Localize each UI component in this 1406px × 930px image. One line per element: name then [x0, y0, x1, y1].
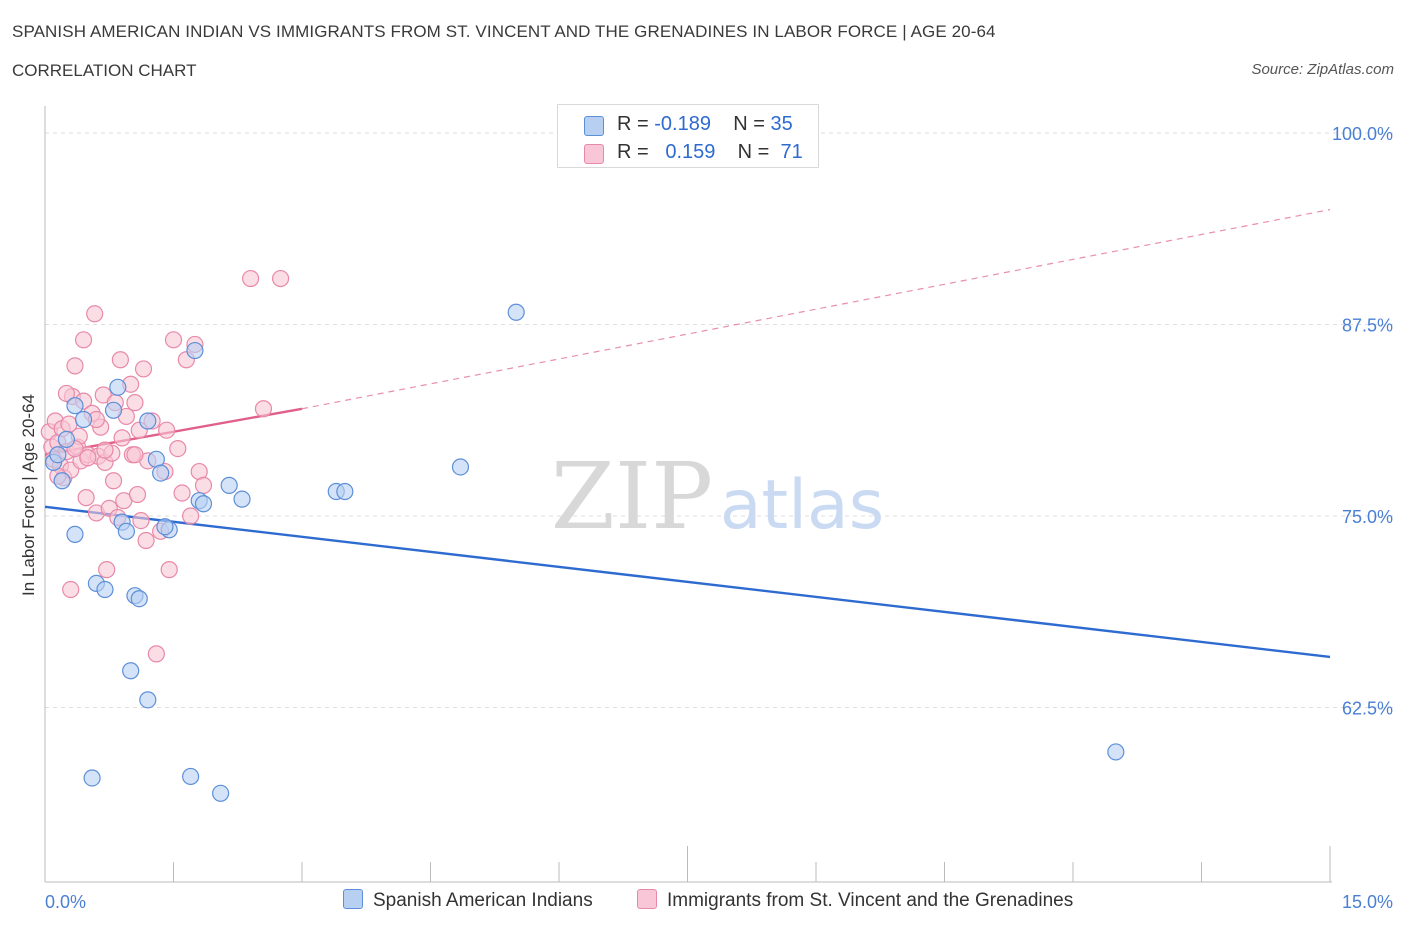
bottom-legend-blue: Spanish American Indians: [343, 889, 593, 912]
pink-point: [173, 484, 191, 502]
stats-legend: R = -0.189 N = 35 R = 0.159 N = 71: [557, 104, 819, 168]
watermark-atlas: atlas: [720, 466, 884, 545]
y-tick-label: 62.5%: [1342, 699, 1393, 719]
pink-point: [86, 305, 104, 323]
blue-point: [53, 472, 71, 490]
bottom-legend-pink: Immigrants from St. Vincent and the Gren…: [637, 889, 1073, 912]
pink-point: [158, 421, 176, 439]
watermark-zip: ZIP: [551, 443, 713, 550]
blue-trend-line: [44, 505, 1331, 659]
pink-point: [77, 489, 95, 507]
x-tick-label-min: 0.0%: [45, 892, 86, 912]
watermark: ZIP atlas: [551, 443, 884, 550]
tick-labels: 100.0% 87.5% 75.0% 62.5% 0.0% 15.0%: [45, 124, 1393, 912]
bottom-legend-swatch-pink: [637, 889, 657, 909]
pink-point: [126, 446, 144, 464]
pink-point: [96, 441, 114, 459]
blue-point: [182, 767, 200, 786]
pink-point: [74, 331, 93, 349]
blue-point: [66, 397, 84, 415]
pink-point: [62, 580, 80, 599]
pink-point: [104, 472, 123, 490]
blue-point: [104, 401, 123, 419]
axes: [44, 106, 1332, 883]
bottom-legend-blue-label: Spanish American Indians: [373, 890, 593, 911]
blue-point: [186, 341, 204, 360]
blue-point: [194, 495, 213, 513]
blue-point: [139, 691, 157, 709]
legend-pink-n: 71: [780, 141, 803, 163]
pink-point: [113, 429, 131, 447]
blue-point: [336, 482, 354, 501]
blue-point: [507, 303, 525, 321]
blue-series-points: [44, 303, 1125, 802]
blue-point: [212, 784, 230, 802]
blue-point: [66, 525, 84, 543]
chart-source: Source: ZipAtlas.com: [1251, 61, 1394, 78]
grid-lines: [45, 132, 1395, 708]
blue-point: [96, 580, 114, 599]
chart-subtitle: CORRELATION CHART: [12, 61, 197, 80]
legend-n-label: N =: [733, 113, 765, 135]
blue-point: [57, 430, 76, 448]
legend-pink-r: 0.159: [665, 141, 716, 163]
blue-point: [1107, 743, 1125, 761]
x-tick-label-max: 15.0%: [1342, 892, 1393, 912]
pink-point: [126, 394, 144, 412]
bottom-legend-swatch-blue: [343, 889, 363, 909]
pink-point: [57, 384, 76, 403]
pink-point: [79, 449, 97, 467]
trend-lines: [44, 209, 1331, 659]
bottom-legend-pink-label: Immigrants from St. Vincent and the Gren…: [667, 890, 1074, 911]
legend-r-label: R =: [617, 113, 649, 135]
blue-point: [451, 458, 470, 476]
blue-point: [233, 490, 251, 508]
pink-point: [164, 331, 183, 349]
pink-point: [160, 561, 178, 579]
blue-point: [152, 464, 170, 482]
blue-point: [122, 662, 140, 680]
pink-point: [194, 476, 213, 494]
blue-point: [74, 410, 93, 429]
pink-point: [182, 507, 200, 525]
blue-point: [156, 518, 174, 536]
pink-point: [94, 386, 112, 404]
y-tick-label: 75.0%: [1342, 507, 1393, 527]
blue-point: [139, 412, 157, 430]
blue-point: [83, 769, 101, 787]
pink-point: [242, 269, 260, 288]
y-tick-label: 100.0%: [1332, 124, 1393, 144]
blue-point: [49, 446, 67, 464]
pink-point: [147, 645, 165, 663]
blue-point: [117, 522, 135, 540]
pink-trend-extension: [301, 209, 1331, 410]
y-axis-label: In Labor Force | Age 20-64: [19, 394, 38, 596]
pink-point: [271, 269, 290, 288]
pink-point: [132, 511, 150, 530]
pink-point: [134, 360, 153, 378]
pink-point: [66, 357, 84, 375]
legend-r-label: R =: [617, 141, 649, 163]
pink-point: [137, 531, 155, 550]
pink-point: [254, 400, 273, 418]
pink-point: [128, 485, 147, 504]
legend-blue-r: -0.189: [654, 113, 711, 135]
y-tick-label: 87.5%: [1342, 316, 1393, 336]
blue-point: [109, 378, 127, 396]
blue-point: [220, 476, 238, 494]
legend-blue-n: 35: [770, 113, 793, 135]
pink-point: [98, 561, 116, 579]
pink-point: [111, 351, 129, 369]
legend-n-label: N =: [737, 141, 770, 163]
blue-point: [130, 590, 148, 608]
legend-swatch-blue: [584, 116, 604, 136]
chart-title: SPANISH AMERICAN INDIAN VS IMMIGRANTS FR…: [12, 22, 996, 41]
legend-swatch-pink: [584, 144, 604, 164]
pink-point: [169, 439, 187, 458]
